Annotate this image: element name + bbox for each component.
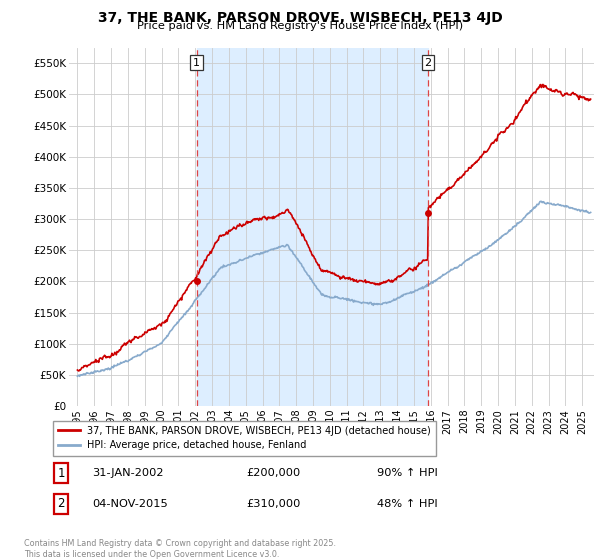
Text: £310,000: £310,000: [247, 499, 301, 509]
Text: Contains HM Land Registry data © Crown copyright and database right 2025.
This d: Contains HM Land Registry data © Crown c…: [24, 539, 336, 559]
Text: 90% ↑ HPI: 90% ↑ HPI: [377, 468, 438, 478]
Text: 04-NOV-2015: 04-NOV-2015: [92, 499, 168, 509]
Text: 37, THE BANK, PARSON DROVE, WISBECH, PE13 4JD: 37, THE BANK, PARSON DROVE, WISBECH, PE1…: [98, 11, 502, 25]
Text: 48% ↑ HPI: 48% ↑ HPI: [377, 499, 437, 509]
Text: £200,000: £200,000: [247, 468, 301, 478]
Text: 2: 2: [425, 58, 431, 68]
Legend: 37, THE BANK, PARSON DROVE, WISBECH, PE13 4JD (detached house), HPI: Average pri: 37, THE BANK, PARSON DROVE, WISBECH, PE1…: [53, 421, 436, 456]
Text: Price paid vs. HM Land Registry's House Price Index (HPI): Price paid vs. HM Land Registry's House …: [137, 21, 463, 31]
Text: 1: 1: [58, 466, 65, 479]
Text: 2: 2: [58, 497, 65, 510]
Bar: [197, 48, 428, 406]
Text: 31-JAN-2002: 31-JAN-2002: [92, 468, 164, 478]
Text: 1: 1: [193, 58, 200, 68]
